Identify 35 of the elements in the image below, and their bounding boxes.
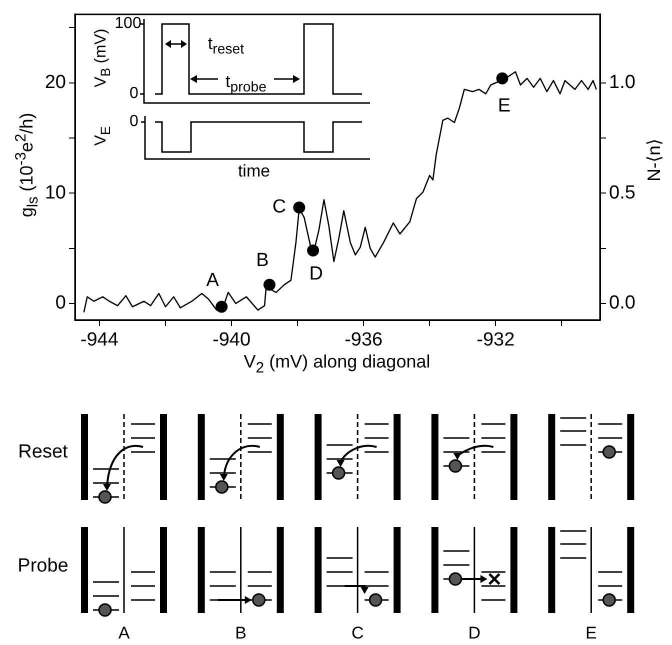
text: B <box>235 624 246 642</box>
x-tick-label: -940 <box>212 330 251 351</box>
text: Reset <box>18 442 68 462</box>
annotation: E <box>498 96 511 117</box>
y2-tick-label: 0.0 <box>609 292 636 314</box>
annotation: C <box>272 196 286 218</box>
point <box>263 278 276 291</box>
annotation: time <box>238 162 270 180</box>
point <box>216 300 228 313</box>
x-tick-label: -936 <box>344 330 383 351</box>
y-tick-label: 0 <box>55 292 66 314</box>
point <box>293 201 306 214</box>
text: E <box>586 624 597 642</box>
point <box>307 244 320 256</box>
annotation: A <box>206 270 220 291</box>
text: Probe <box>18 556 68 576</box>
annotation: B <box>256 250 269 271</box>
text: D <box>468 624 481 642</box>
x-tick-label: -944 <box>80 330 119 351</box>
x-tick-label: -932 <box>476 330 515 351</box>
annotation: t$_{probe}$ <box>226 72 266 96</box>
annotation: 100 <box>114 15 142 32</box>
y-tick-label: 10 <box>44 182 66 204</box>
text: A <box>118 624 130 642</box>
annotation: 0 <box>130 113 138 130</box>
point <box>496 72 508 84</box>
y2-axis-title: N-⟨n⟩ <box>644 138 664 182</box>
annotation: 0 <box>130 85 138 102</box>
x-axis-title: V$_{2}$ (mV) along diagonal <box>244 352 430 376</box>
y2-tick-label: 1.0 <box>609 72 636 94</box>
y-tick-label: 20 <box>44 72 66 94</box>
annotation: D <box>309 264 323 285</box>
y2-tick-label: 0.5 <box>609 182 636 204</box>
annotation: t$_{reset}$ <box>208 34 244 58</box>
text: C <box>351 624 364 642</box>
